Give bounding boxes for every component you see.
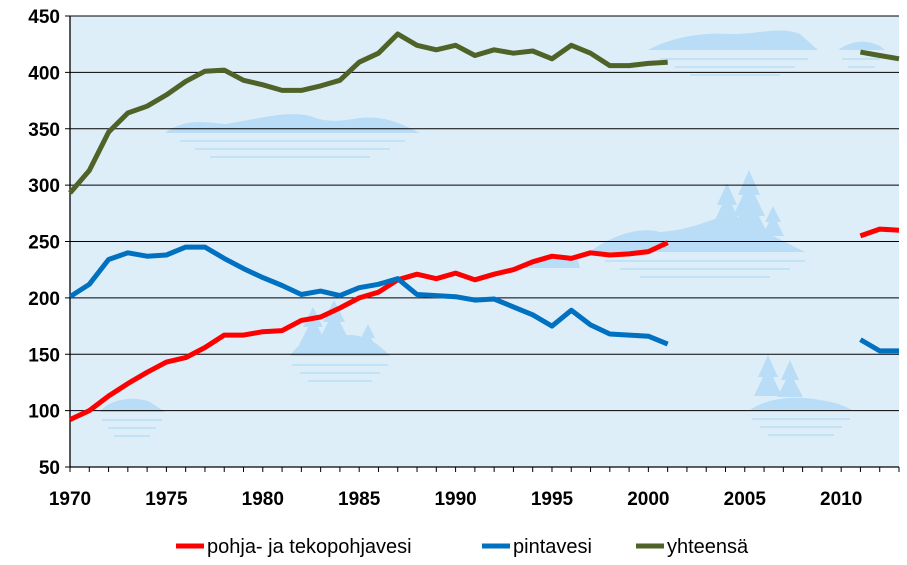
y-tick-label: 300 — [28, 176, 60, 197]
y-tick-label: 50 — [39, 458, 60, 479]
x-tick-label: 1970 — [49, 489, 91, 510]
landscape-hill — [590, 214, 805, 252]
y-tick-label: 400 — [28, 63, 60, 84]
landscape-hill — [648, 30, 818, 50]
tree-icon — [762, 206, 784, 236]
x-tick-label: 2000 — [627, 489, 669, 510]
y-tick-label: 150 — [28, 345, 60, 366]
tree-icon — [299, 307, 327, 345]
landscape-hill — [838, 41, 885, 50]
y-tick-label: 250 — [28, 233, 60, 254]
landscape-hill — [750, 397, 852, 410]
legend-label: yhteensä — [667, 536, 749, 558]
tree-icon — [318, 300, 350, 342]
water-reflection — [180, 140, 405, 158]
tree-icon — [358, 324, 378, 350]
water-reflection — [292, 364, 388, 382]
legend: pohja- ja tekopohjavesi pintavesi yhteensä — [176, 536, 749, 558]
x-axis-tick-labels: 1970 1975 1980 1985 1990 1995 2000 2005 2010 — [49, 489, 862, 510]
landscape-decoration — [100, 30, 885, 437]
y-tick-label: 200 — [28, 289, 60, 310]
tree-icon — [754, 355, 782, 396]
x-tick-label: 1975 — [145, 489, 188, 510]
y-tick-label: 350 — [28, 120, 60, 141]
water-reflection — [102, 419, 162, 437]
series-line-2-segment-2 — [859, 337, 899, 354]
y-tick-label: 100 — [28, 402, 60, 423]
x-tick-label: 2010 — [820, 489, 862, 510]
tree-icon — [777, 360, 803, 397]
y-axis-tick-labels: 50 100 150 200 250 300 350 400 450 — [28, 7, 60, 479]
x-tick-label: 1985 — [338, 489, 381, 510]
series-line-1-segment-2 — [859, 226, 900, 239]
landscape-hill — [100, 398, 165, 412]
water-reflection — [842, 58, 880, 68]
legend-label: pintavesi — [513, 536, 592, 558]
x-tick-label: 1980 — [242, 489, 284, 510]
x-tick-label: 1990 — [434, 489, 476, 510]
water-reflection — [752, 418, 850, 436]
axes — [65, 15, 900, 472]
series-line-1-segment-1 — [68, 240, 669, 422]
legend-label: pohja- ja tekopohjavesi — [207, 536, 412, 558]
tree-icon — [729, 170, 769, 236]
y-tick-label: 450 — [28, 7, 60, 28]
series-line-3-segment-1 — [68, 31, 668, 195]
x-tick-label: 1995 — [531, 489, 574, 510]
data-series — [68, 31, 900, 422]
water-reflection — [660, 58, 808, 76]
series-line-2-segment-1 — [68, 244, 669, 347]
x-tick-label: 2005 — [724, 489, 767, 510]
water-reflection — [605, 260, 805, 278]
series-line-3-segment-2 — [859, 49, 900, 62]
